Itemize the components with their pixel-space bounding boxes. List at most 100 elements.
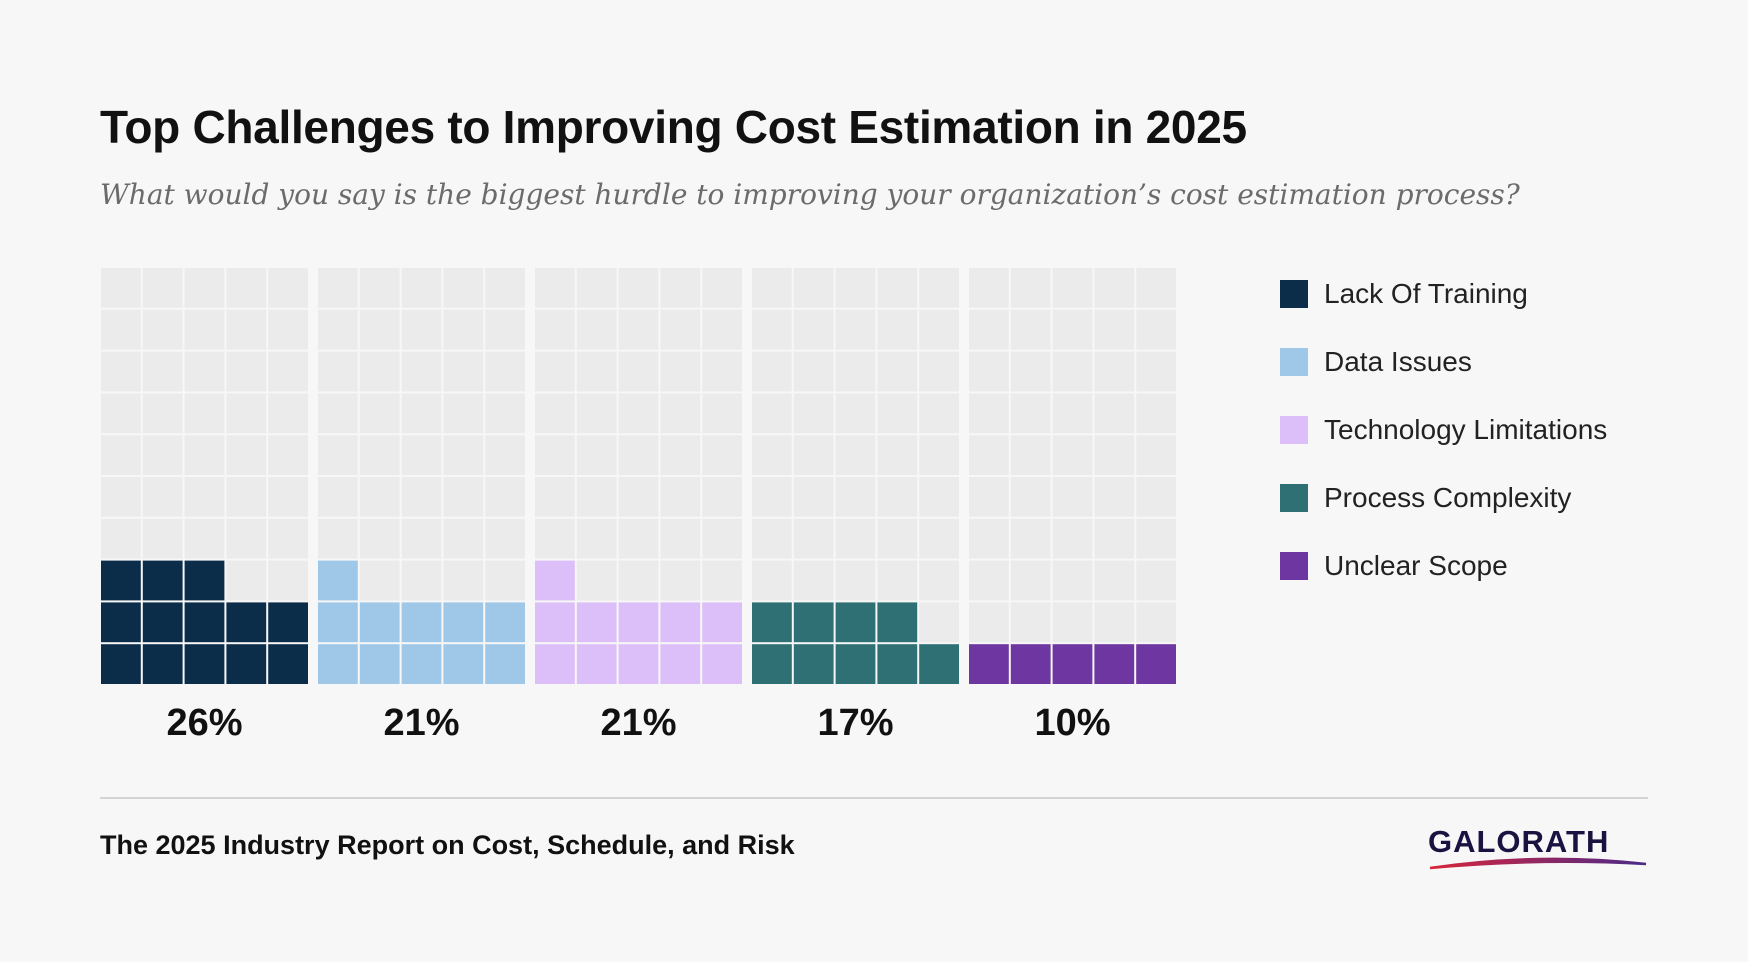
waffle-cell-empty (752, 393, 792, 434)
waffle-cell-empty (1010, 435, 1051, 475)
waffle-cell-empty (835, 477, 876, 517)
waffle-cell-empty (576, 518, 617, 559)
waffle-cell-empty (576, 351, 617, 392)
waffle-column-4 (752, 268, 959, 684)
waffle-cell-filled (793, 644, 834, 684)
legend-swatch (1280, 280, 1308, 308)
waffle-cell-empty (1136, 602, 1176, 643)
waffle-cell-filled (702, 644, 742, 684)
waffle-cell-empty (1094, 560, 1135, 601)
waffle-cell-empty (101, 518, 141, 559)
waffle-cell-empty (1094, 268, 1135, 308)
legend-swatch (1280, 552, 1308, 580)
waffle-cell-empty (318, 477, 358, 517)
waffle-cell-empty (401, 309, 442, 350)
waffle-cell-empty (1052, 435, 1093, 475)
waffle-cell-empty (835, 435, 876, 475)
waffle-cell-empty (443, 309, 484, 350)
waffle-cell-empty (318, 351, 358, 392)
waffle-cell-empty (1010, 268, 1051, 308)
waffle-cell-filled (535, 602, 575, 643)
waffle-cell-filled (184, 644, 225, 684)
waffle-cell-empty (1136, 477, 1176, 517)
waffle-cell-empty (1052, 268, 1093, 308)
waffle-cell-empty (535, 435, 575, 475)
waffle-cell-empty (1052, 518, 1093, 559)
waffle-cell-empty (1010, 560, 1051, 601)
waffle-cell-empty (485, 309, 525, 350)
waffle-cell-empty (877, 268, 918, 308)
waffle-cell-empty (752, 309, 792, 350)
waffle-cell-empty (1136, 309, 1176, 350)
waffle-cell-empty (919, 560, 959, 601)
waffle-cell-empty (142, 309, 183, 350)
waffle-cell-empty (142, 518, 183, 559)
waffle-cell-empty (401, 477, 442, 517)
waffle-cell-empty (359, 351, 400, 392)
waffle-cell-empty (969, 268, 1009, 308)
waffle-cell-empty (660, 268, 701, 308)
waffle-cell-filled (1052, 644, 1093, 684)
chart-subtitle: What would you say is the biggest hurdle… (100, 178, 1520, 211)
waffle-cell-filled (226, 602, 267, 643)
waffle-cell-filled (835, 644, 876, 684)
waffle-cell-filled (752, 644, 792, 684)
waffle-cell-empty (535, 477, 575, 517)
waffle-cell-empty (752, 351, 792, 392)
waffle-cell-empty (835, 268, 876, 308)
waffle-cell-filled (660, 602, 701, 643)
waffle-cell-filled (969, 644, 1009, 684)
waffle-cell-empty (184, 518, 225, 559)
chart-title: Top Challenges to Improving Cost Estimat… (100, 101, 1247, 153)
waffle-cell-empty (485, 351, 525, 392)
waffle-cell-filled (142, 560, 183, 601)
waffle-cell-empty (443, 435, 484, 475)
waffle-cell-empty (919, 435, 959, 475)
waffle-cell-empty (1094, 309, 1135, 350)
waffle-cell-empty (142, 477, 183, 517)
waffle-cell-empty (142, 393, 183, 434)
waffle-cell-filled (318, 560, 358, 601)
waffle-cell-empty (877, 393, 918, 434)
waffle-cell-empty (535, 309, 575, 350)
waffle-cell-empty (660, 309, 701, 350)
waffle-cell-empty (618, 518, 659, 559)
waffle-cell-empty (101, 268, 141, 308)
waffle-cell-empty (702, 477, 742, 517)
waffle-cell-filled (535, 560, 575, 601)
waffle-cell-empty (1136, 351, 1176, 392)
legend-swatch (1280, 416, 1308, 444)
waffle-cell-filled (268, 644, 308, 684)
waffle-cell-filled (359, 644, 400, 684)
waffle-cell-empty (1136, 560, 1176, 601)
waffle-cell-empty (359, 560, 400, 601)
waffle-cell-empty (226, 518, 267, 559)
waffle-cell-filled (142, 644, 183, 684)
waffle-cell-empty (184, 351, 225, 392)
waffle-cell-empty (1136, 435, 1176, 475)
waffle-cell-empty (702, 268, 742, 308)
waffle-cell-empty (618, 309, 659, 350)
waffle-cell-empty (1094, 393, 1135, 434)
waffle-cell-empty (576, 477, 617, 517)
waffle-cell-empty (401, 560, 442, 601)
waffle-cell-empty (835, 351, 876, 392)
waffle-cell-empty (660, 351, 701, 392)
waffle-cell-empty (101, 477, 141, 517)
waffle-cell-empty (268, 518, 308, 559)
waffle-cell-empty (618, 268, 659, 308)
waffle-cell-filled (835, 602, 876, 643)
value-label: 21% (600, 702, 676, 744)
waffle-cell-empty (752, 560, 792, 601)
waffle-cell-empty (835, 518, 876, 559)
waffle-cell-empty (1010, 477, 1051, 517)
waffle-cell-empty (969, 477, 1009, 517)
legend-label: Unclear Scope (1324, 550, 1508, 581)
value-label: 10% (1034, 702, 1110, 744)
waffle-cell-empty (1010, 309, 1051, 350)
waffle-cell-empty (793, 518, 834, 559)
waffle-cell-filled (443, 644, 484, 684)
waffle-cell-empty (1052, 309, 1093, 350)
waffle-cell-empty (1010, 393, 1051, 434)
waffle-cell-empty (401, 518, 442, 559)
